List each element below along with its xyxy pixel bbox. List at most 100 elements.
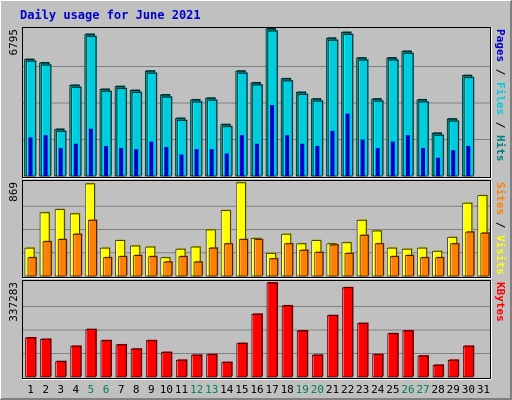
x-tick-label-day-9: 9 <box>148 383 155 396</box>
bar-pages-day-21 <box>330 130 335 176</box>
bar-kbytes-day-5-face <box>85 329 97 378</box>
bar-kbytes-day-19 <box>296 330 309 378</box>
bar-kbytes-day-29-face <box>447 359 459 378</box>
bar-kbytes-day-17-face <box>266 282 278 378</box>
panel-top-max-label: 6795 <box>7 29 20 56</box>
bar-kbytes-day-12 <box>191 354 203 378</box>
x-tick-label-day-13: 13 <box>205 383 218 396</box>
bar-pages-day-1 <box>28 137 33 176</box>
bar-kbytes-day-18-face <box>281 305 293 378</box>
x-tick-label-day-19: 19 <box>296 383 309 396</box>
x-tick-label-day-15: 15 <box>235 383 248 396</box>
bar-sites-day-15-face <box>239 239 248 277</box>
panel-top-bars <box>24 28 475 177</box>
bar-sites-day-31 <box>480 232 490 277</box>
legend-sites: Sites <box>494 182 507 215</box>
legend-separator: / <box>494 62 507 82</box>
bar-kbytes-day-30 <box>463 345 475 378</box>
bar-pages-day-20 <box>315 145 320 176</box>
bar-kbytes-day-21 <box>327 314 339 378</box>
bar-pages-day-25 <box>390 141 395 176</box>
bar-pages-day-13 <box>209 149 214 176</box>
legend-separator: / <box>494 215 507 235</box>
bar-sites-day-22 <box>344 252 355 277</box>
bar-kbytes-day-15-face <box>236 343 248 378</box>
x-tick-label-day-11: 11 <box>175 383 188 396</box>
bar-sites-day-31-face <box>480 232 490 277</box>
panel-bottom-bars <box>25 282 475 378</box>
bar-pages-day-7 <box>119 148 124 176</box>
legend-hits: Hits <box>494 135 507 162</box>
bar-pages-day-8 <box>134 149 139 176</box>
bar-kbytes-day-14 <box>221 361 233 378</box>
bar-kbytes-day-20 <box>312 354 324 378</box>
bar-kbytes-day-23-face <box>357 323 368 378</box>
bar-kbytes-day-19-face <box>296 330 308 378</box>
bar-pages-day-2 <box>43 135 48 176</box>
bar-kbytes-day-4-face <box>70 346 82 378</box>
bar-sites-day-7-face <box>118 256 127 277</box>
bar-pages-day-19 <box>300 143 305 176</box>
bar-sites-day-13 <box>208 247 219 277</box>
bar-kbytes-day-7 <box>115 343 128 378</box>
bar-pages-day-15 <box>239 135 244 176</box>
bar-pages-day-6 <box>103 145 108 176</box>
bar-kbytes-day-22-face <box>342 287 353 378</box>
bar-sites-day-6-face <box>103 257 112 277</box>
bar-pages-day-3 <box>58 148 63 176</box>
bar-sites-day-14 <box>223 242 234 277</box>
bar-sites-day-27 <box>420 256 430 277</box>
bar-sites-day-17 <box>269 257 279 277</box>
bar-sites-day-1 <box>27 256 37 277</box>
bar-sites-day-3-face <box>57 239 67 277</box>
x-tick-label-day-7: 7 <box>118 383 125 396</box>
bar-kbytes-day-3 <box>55 360 67 378</box>
bar-kbytes-day-13 <box>206 353 218 378</box>
bar-sites-day-12 <box>193 261 204 277</box>
x-axis-tick-labels: 1 2 3 4 5 6 7 8 9 10 11 12 13 14 15 16 17 18 19 20 21 22 23 24 2… <box>27 383 490 396</box>
bar-sites-day-1-face <box>27 257 37 277</box>
bar-sites-day-15 <box>239 238 249 277</box>
bar-kbytes-day-9-face <box>145 340 157 378</box>
bar-sites-day-4 <box>72 233 83 277</box>
panel-middle-frame <box>22 180 491 278</box>
bar-sites-day-10 <box>163 261 173 277</box>
x-tick-label-day-2: 2 <box>42 383 49 396</box>
bar-kbytes-day-11 <box>176 359 188 378</box>
x-tick-label-day-25: 25 <box>386 383 399 396</box>
legend-visits: Visits <box>494 235 507 275</box>
x-tick-label-day-14: 14 <box>220 383 234 396</box>
bar-sites-day-27-face <box>420 257 429 277</box>
x-tick-label-day-4: 4 <box>73 383 80 396</box>
bar-sites-day-26-face <box>405 255 414 277</box>
bar-kbytes-day-24 <box>372 353 384 378</box>
x-tick-label-day-17: 17 <box>265 383 278 396</box>
bar-sites-day-17-face <box>269 258 278 277</box>
bar-sites-day-20-face <box>314 252 324 277</box>
bar-sites-day-2 <box>42 240 53 277</box>
bar-sites-day-25 <box>390 255 400 277</box>
panel-bottom-side-labels: KBytes <box>494 282 507 322</box>
panel-top-side-labels: Pages / Files / Hits <box>494 29 507 162</box>
bar-kbytes-day-25-face <box>387 333 399 378</box>
x-tick-label-day-6: 6 <box>103 383 110 396</box>
bar-sites-day-8-face <box>133 255 142 277</box>
bar-kbytes-day-5 <box>85 328 97 378</box>
bar-kbytes-day-15 <box>236 342 248 378</box>
x-tick-label-day-20: 20 <box>311 383 324 396</box>
panel-bottom-frame <box>22 280 491 379</box>
x-tick-label-day-29: 29 <box>447 383 460 396</box>
bar-sites-day-19-face <box>299 250 309 277</box>
bar-kbytes-day-20-face <box>312 354 323 378</box>
bar-sites-day-10-face <box>163 261 173 277</box>
bar-kbytes-day-8 <box>130 348 143 378</box>
bar-sites-day-30 <box>465 231 475 277</box>
bar-pages-day-23 <box>360 139 365 176</box>
x-tick-label-day-28: 28 <box>432 383 445 396</box>
bar-pages-day-4 <box>73 143 78 176</box>
bar-sites-day-24 <box>374 242 385 277</box>
bar-pages-day-17 <box>270 105 275 176</box>
panel-bottom: 337283 KBytes <box>7 280 507 380</box>
